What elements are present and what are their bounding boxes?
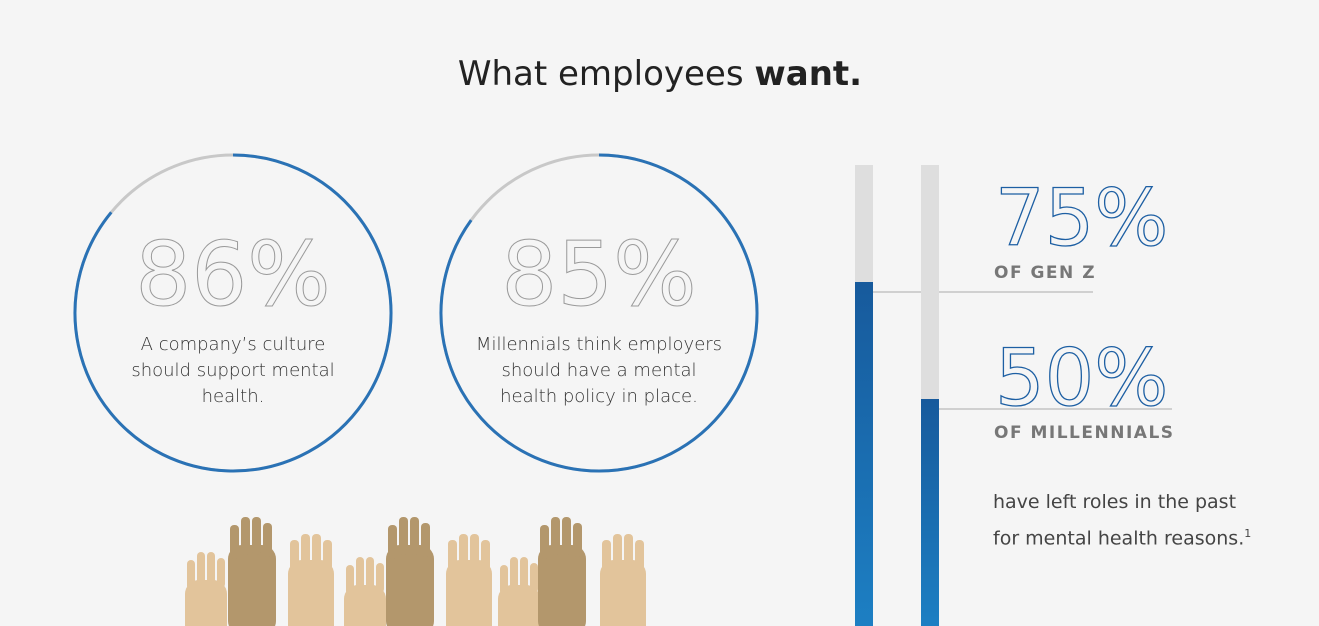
ring-caption: Millennials think employers should have … bbox=[475, 334, 723, 407]
footnote: 1 bbox=[1244, 527, 1252, 540]
bar bbox=[921, 399, 939, 626]
ring-arc bbox=[73, 153, 393, 473]
bar bbox=[855, 282, 873, 626]
title-text: What employees bbox=[458, 54, 744, 94]
bar-label: OF GEN Z bbox=[994, 263, 1096, 283]
ring-value: 86% bbox=[135, 223, 331, 326]
ring-arc bbox=[439, 153, 759, 473]
title-emphasis: want. bbox=[754, 54, 862, 94]
ring-caption: A company’s culture should support menta… bbox=[131, 334, 335, 407]
bar-value: 75% bbox=[995, 174, 1168, 264]
title: What employees want. bbox=[458, 54, 862, 94]
note-text: have left roles in the past for mental h… bbox=[993, 491, 1245, 550]
ring-value: 85% bbox=[501, 223, 697, 326]
note: have left roles in the past for mental h… bbox=[993, 487, 1268, 554]
bar-value: 50% bbox=[995, 334, 1168, 424]
bar-label: OF MILLENNIALS bbox=[994, 423, 1175, 443]
hands bbox=[185, 517, 646, 626]
